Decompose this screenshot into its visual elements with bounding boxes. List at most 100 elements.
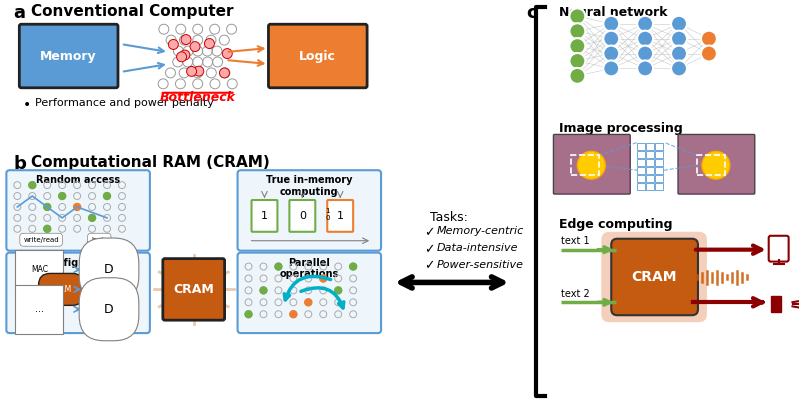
Bar — [655, 175, 663, 182]
Bar — [646, 167, 654, 174]
Circle shape — [275, 263, 282, 270]
Bar — [655, 183, 663, 190]
Circle shape — [702, 152, 730, 179]
Circle shape — [168, 39, 178, 50]
Circle shape — [637, 60, 653, 76]
Circle shape — [180, 50, 190, 60]
FancyBboxPatch shape — [290, 200, 315, 232]
Text: ✓: ✓ — [424, 260, 434, 272]
Text: ✓: ✓ — [424, 226, 434, 239]
Bar — [646, 152, 654, 158]
Circle shape — [320, 275, 326, 282]
Text: Neural network: Neural network — [559, 6, 668, 19]
Circle shape — [603, 16, 619, 32]
Circle shape — [290, 311, 297, 318]
Circle shape — [701, 46, 717, 62]
Text: D: D — [104, 303, 114, 316]
Text: Power-sensitive: Power-sensitive — [437, 260, 524, 270]
Circle shape — [671, 16, 687, 32]
Text: c: c — [526, 4, 537, 23]
Text: ✓: ✓ — [424, 243, 434, 256]
FancyBboxPatch shape — [269, 24, 367, 88]
Text: Edge computing: Edge computing — [559, 218, 673, 231]
Text: Bottleneck: Bottleneck — [160, 91, 236, 104]
Circle shape — [245, 311, 252, 318]
Circle shape — [603, 31, 619, 47]
FancyBboxPatch shape — [19, 24, 118, 88]
Circle shape — [305, 299, 312, 306]
FancyBboxPatch shape — [6, 253, 150, 333]
Text: Data-intensive: Data-intensive — [437, 243, 518, 253]
Circle shape — [181, 35, 191, 44]
FancyBboxPatch shape — [611, 239, 698, 315]
Circle shape — [603, 46, 619, 62]
Text: logic: logic — [91, 237, 107, 243]
Circle shape — [570, 23, 586, 39]
Text: 0: 0 — [299, 211, 306, 221]
Circle shape — [578, 152, 606, 179]
Circle shape — [671, 60, 687, 76]
Circle shape — [570, 8, 586, 24]
FancyBboxPatch shape — [251, 200, 278, 232]
Bar — [571, 155, 599, 175]
Text: a: a — [14, 4, 26, 23]
Bar — [655, 167, 663, 174]
Circle shape — [350, 263, 357, 270]
FancyBboxPatch shape — [327, 200, 353, 232]
Circle shape — [671, 46, 687, 62]
Circle shape — [74, 204, 81, 210]
Bar — [646, 175, 654, 182]
Circle shape — [186, 66, 197, 76]
Bar — [770, 296, 781, 312]
Circle shape — [44, 225, 50, 232]
Text: text 1: text 1 — [562, 236, 590, 246]
Circle shape — [29, 182, 36, 189]
FancyBboxPatch shape — [602, 232, 707, 322]
Text: text 2: text 2 — [562, 289, 590, 299]
Circle shape — [701, 31, 717, 47]
Text: CRAM: CRAM — [50, 285, 72, 294]
Text: ...: ... — [34, 304, 44, 314]
Bar — [697, 155, 725, 175]
Circle shape — [570, 53, 586, 69]
Text: Computational RAM (CRAM): Computational RAM (CRAM) — [31, 155, 270, 170]
Text: b: b — [14, 155, 26, 173]
Text: CRAM: CRAM — [631, 270, 677, 285]
Bar — [637, 175, 645, 182]
Circle shape — [603, 60, 619, 76]
FancyBboxPatch shape — [678, 135, 754, 194]
Circle shape — [177, 52, 186, 62]
Text: Memory: Memory — [40, 50, 97, 62]
FancyBboxPatch shape — [238, 253, 381, 333]
Circle shape — [637, 16, 653, 32]
Text: •: • — [23, 98, 31, 112]
Text: CRAM: CRAM — [174, 283, 214, 296]
Circle shape — [103, 193, 110, 199]
Circle shape — [222, 49, 232, 58]
Circle shape — [58, 193, 66, 199]
Bar — [655, 159, 663, 166]
Text: Parallel
operations: Parallel operations — [280, 258, 339, 279]
Bar — [554, 135, 630, 193]
Circle shape — [194, 66, 204, 76]
Text: Memory-centric: Memory-centric — [437, 226, 524, 236]
Circle shape — [637, 46, 653, 62]
Circle shape — [190, 42, 200, 52]
Circle shape — [44, 204, 50, 210]
FancyBboxPatch shape — [554, 135, 630, 194]
Circle shape — [205, 39, 214, 48]
Circle shape — [671, 31, 687, 47]
Circle shape — [219, 68, 230, 78]
Bar — [646, 159, 654, 166]
Text: Image processing: Image processing — [559, 122, 683, 135]
Bar — [637, 183, 645, 190]
Bar — [646, 183, 654, 190]
Bar — [655, 143, 663, 150]
FancyBboxPatch shape — [769, 236, 789, 262]
FancyBboxPatch shape — [238, 170, 381, 251]
Text: 1: 1 — [261, 211, 268, 221]
Text: D: D — [104, 263, 114, 276]
Bar — [646, 143, 654, 150]
Circle shape — [637, 31, 653, 47]
Bar — [637, 167, 645, 174]
